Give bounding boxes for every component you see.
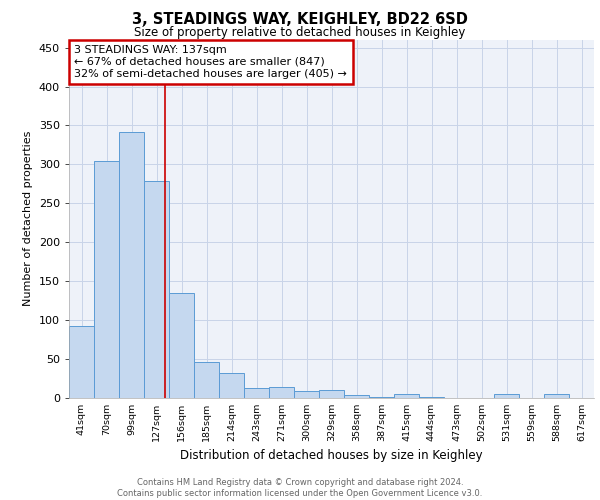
Bar bbox=[394, 394, 419, 398]
Bar bbox=[69, 326, 94, 398]
Bar bbox=[369, 396, 394, 398]
Bar bbox=[269, 388, 294, 398]
Bar bbox=[169, 294, 194, 398]
Bar bbox=[494, 394, 519, 398]
Bar bbox=[344, 395, 369, 398]
Bar bbox=[119, 132, 144, 398]
Bar bbox=[94, 161, 119, 398]
Bar bbox=[194, 362, 219, 398]
Bar bbox=[294, 390, 319, 398]
Y-axis label: Number of detached properties: Number of detached properties bbox=[23, 131, 33, 306]
X-axis label: Distribution of detached houses by size in Keighley: Distribution of detached houses by size … bbox=[180, 449, 483, 462]
Bar bbox=[419, 396, 444, 398]
Text: 3, STEADINGS WAY, KEIGHLEY, BD22 6SD: 3, STEADINGS WAY, KEIGHLEY, BD22 6SD bbox=[132, 12, 468, 28]
Bar bbox=[144, 182, 169, 398]
Text: Size of property relative to detached houses in Keighley: Size of property relative to detached ho… bbox=[134, 26, 466, 39]
Bar bbox=[319, 390, 344, 398]
Bar bbox=[219, 374, 244, 398]
Bar bbox=[544, 394, 569, 398]
Bar bbox=[244, 388, 269, 398]
Text: Contains HM Land Registry data © Crown copyright and database right 2024.
Contai: Contains HM Land Registry data © Crown c… bbox=[118, 478, 482, 498]
Text: 3 STEADINGS WAY: 137sqm
← 67% of detached houses are smaller (847)
32% of semi-d: 3 STEADINGS WAY: 137sqm ← 67% of detache… bbox=[74, 46, 347, 78]
